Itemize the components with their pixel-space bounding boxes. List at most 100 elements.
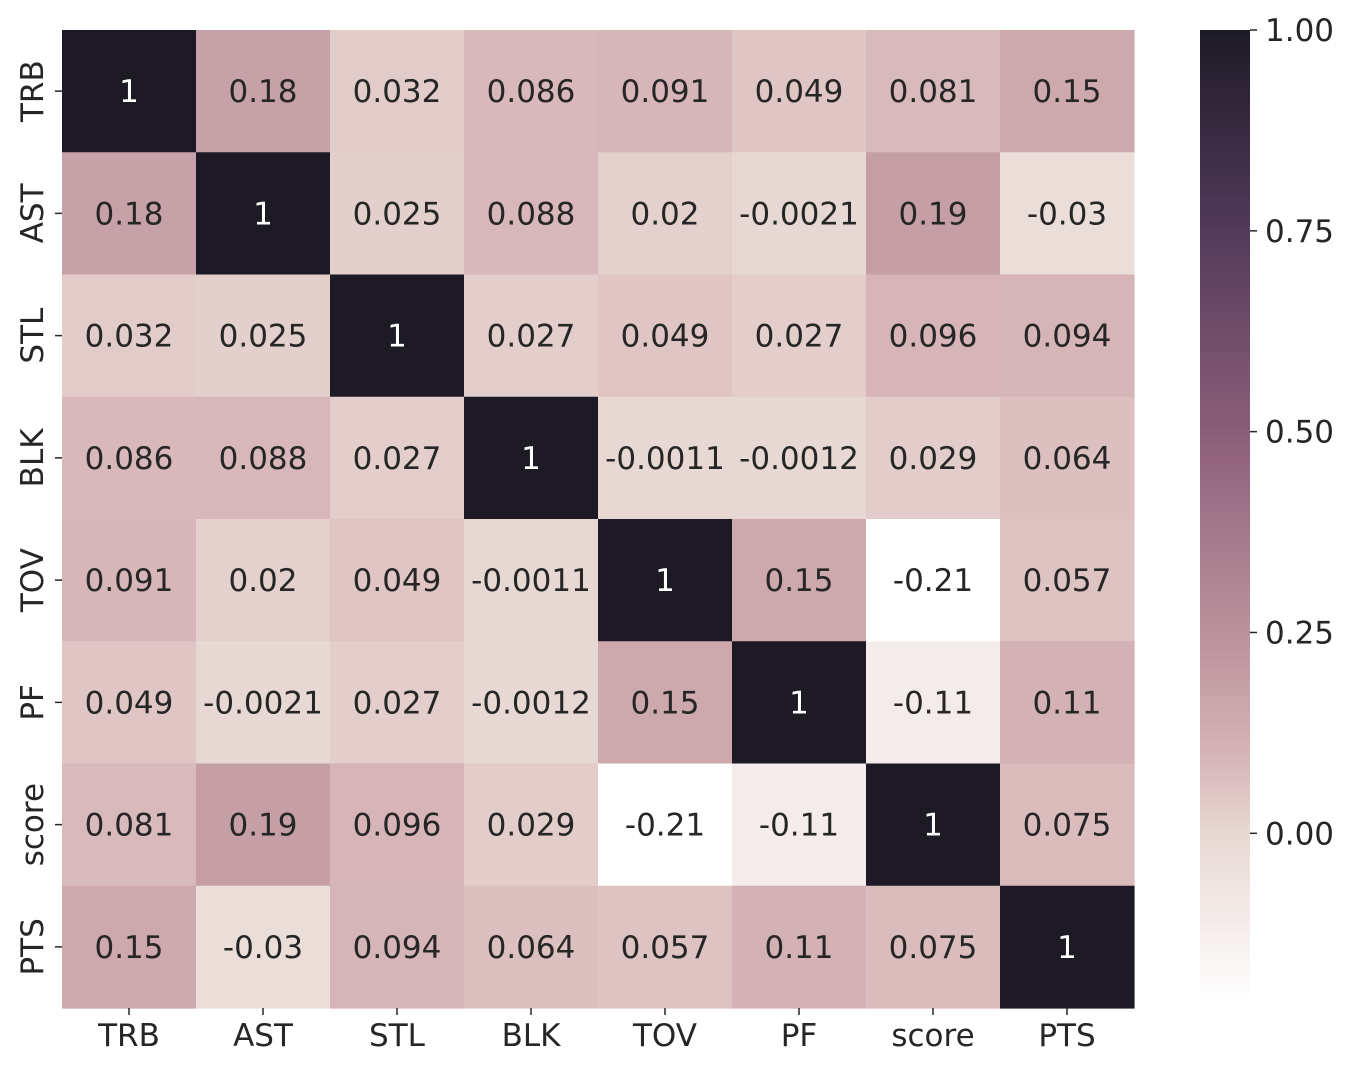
cell-annotation: 0.049 <box>85 685 174 721</box>
y-tick-label-PF: PF <box>15 684 51 721</box>
cell-annotation: 0.19 <box>898 196 967 232</box>
cell-annotation: 0.15 <box>630 685 699 721</box>
heatmap-cell-TOV-TOV <box>598 519 733 642</box>
heatmap-cell-BLK-TOV <box>598 396 733 520</box>
heatmap-cell-TOV-BLK <box>464 519 599 642</box>
cell-annotation: 0.029 <box>889 441 978 477</box>
y-tick-label-TRB: TRB <box>15 60 51 123</box>
heatmap-cell-score-PF <box>732 763 867 887</box>
cell-annotation: -0.21 <box>893 563 973 599</box>
cell-annotation: -0.0011 <box>471 563 591 599</box>
cell-annotation: 0.096 <box>353 808 442 844</box>
cell-annotation: -0.11 <box>893 685 973 721</box>
heatmap-cell-PF-TOV <box>598 641 733 765</box>
cell-annotation: 1 <box>387 319 407 355</box>
cell-annotation: 0.025 <box>219 319 308 355</box>
colorbar-tick-label: 0.50 <box>1265 415 1334 451</box>
heatmap-cell-STL-PF <box>732 274 867 398</box>
cell-annotation: 0.032 <box>353 74 442 110</box>
heatmap-cell-STL-score <box>866 274 1001 398</box>
cell-annotation: 0.15 <box>1032 74 1101 110</box>
heatmap-cell-AST-PTS <box>1000 152 1135 276</box>
cell-annotation: 0.096 <box>889 319 978 355</box>
colorbar: 0.00 0.25 0.50 0.75 1.00 <box>1200 13 1334 1002</box>
heatmap-cell-PTS-STL <box>330 885 465 1009</box>
y-tick-label-AST: AST <box>15 182 51 243</box>
heatmap-cell-AST-BLK <box>464 152 599 276</box>
colorbar-tick-label: 1.00 <box>1265 13 1334 49</box>
cell-annotation: 0.032 <box>85 319 174 355</box>
heatmap-cell-score-score <box>866 763 1001 887</box>
heatmap-cell-BLK-AST <box>196 396 331 520</box>
cell-annotation: 0.057 <box>621 930 710 966</box>
cell-annotation: 0.094 <box>1023 319 1112 355</box>
cell-annotation: 1 <box>923 808 943 844</box>
heatmap-cell-AST-TRB <box>62 152 197 276</box>
cell-annotation: 0.025 <box>353 196 442 232</box>
heatmap-cell-PTS-PF <box>732 885 867 1009</box>
heatmap-cell-STL-STL <box>330 274 465 398</box>
cell-annotation: 0.075 <box>1023 808 1112 844</box>
heatmap-cell-PF-STL <box>330 641 465 765</box>
cell-annotation: 0.091 <box>85 563 174 599</box>
cell-annotation: 0.088 <box>487 196 576 232</box>
heatmap-cell-BLK-PF <box>732 396 867 520</box>
cell-annotation: 0.088 <box>219 441 308 477</box>
cell-annotation: 0.15 <box>764 563 833 599</box>
heatmap-cell-PF-PTS <box>1000 641 1135 765</box>
cell-annotation: 0.027 <box>487 319 576 355</box>
heatmap-cell-BLK-BLK <box>464 396 599 520</box>
cell-annotation: 0.049 <box>755 74 844 110</box>
heatmap-cell-TOV-STL <box>330 519 465 642</box>
heatmap-cell-score-TOV <box>598 763 733 887</box>
heatmap-cell-BLK-PTS <box>1000 396 1135 520</box>
cell-annotation: -0.03 <box>223 930 303 966</box>
cell-annotation: 1 <box>521 441 541 477</box>
heatmap-cell-TRB-TRB <box>62 30 197 153</box>
cell-annotation: 0.049 <box>621 319 710 355</box>
heatmap-annotations: 1 0.18 0.032 0.086 0.091 0.049 0.081 0.15 0.18 1 0… <box>85 74 1112 966</box>
cell-annotation: 0.075 <box>889 930 978 966</box>
colorbar-tick-label: 0.75 <box>1265 214 1334 250</box>
heatmap-cell-STL-BLK <box>464 274 599 398</box>
x-axis: TRB AST STL BLK TOV PF score PTS <box>97 1008 1096 1054</box>
heatmap-cell-PTS-score <box>866 885 1001 1009</box>
heatmap-cell-BLK-TRB <box>62 396 197 520</box>
cell-annotation: -0.0021 <box>739 196 859 232</box>
cell-annotation: 0.02 <box>228 563 297 599</box>
x-tick-label-TOV: TOV <box>632 1018 697 1054</box>
x-tick-label-score: score <box>891 1018 974 1054</box>
cell-annotation: 0.027 <box>353 685 442 721</box>
heatmap-cell-TRB-score <box>866 30 1001 153</box>
x-tick-label-PF: PF <box>781 1018 818 1054</box>
cell-annotation: 0.086 <box>487 74 576 110</box>
heatmap-cell-PTS-TRB <box>62 885 197 1009</box>
cell-annotation: -0.0011 <box>605 441 725 477</box>
cell-annotation: 0.027 <box>755 319 844 355</box>
heatmap-cell-score-AST <box>196 763 331 887</box>
cell-annotation: 0.081 <box>889 74 978 110</box>
heatmap-cell-BLK-STL <box>330 396 465 520</box>
cell-annotation: 0.057 <box>1023 563 1112 599</box>
y-tick-label-score: score <box>15 783 51 866</box>
y-tick-label-BLK: BLK <box>15 428 51 488</box>
heatmap-cell-TRB-STL <box>330 30 465 153</box>
cell-annotation: 1 <box>1057 930 1077 966</box>
cell-annotation: 0.11 <box>764 930 833 966</box>
cell-annotation: -0.11 <box>759 808 839 844</box>
heatmap-cell-AST-TOV <box>598 152 733 276</box>
heatmap-cell-score-BLK <box>464 763 599 887</box>
y-axis: TRB AST STL BLK TOV PF score PTS <box>15 60 62 976</box>
heatmap-cell-TRB-PF <box>732 30 867 153</box>
heatmap-cell-TOV-PF <box>732 519 867 642</box>
x-tick-label-AST: AST <box>233 1018 294 1054</box>
colorbar-gradient <box>1200 30 1250 1002</box>
heatmap-cell-PF-TRB <box>62 641 197 765</box>
cell-annotation: 0.049 <box>353 563 442 599</box>
cell-annotation: 1 <box>655 563 675 599</box>
cell-annotation: 0.02 <box>630 196 699 232</box>
cell-annotation: -0.21 <box>625 808 705 844</box>
cell-annotation: 0.11 <box>1032 685 1101 721</box>
cell-annotation: 0.081 <box>85 808 174 844</box>
